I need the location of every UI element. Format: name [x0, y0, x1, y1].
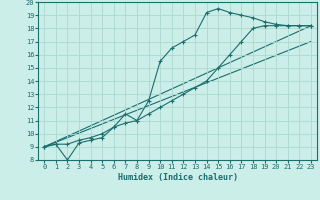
X-axis label: Humidex (Indice chaleur): Humidex (Indice chaleur) [118, 173, 238, 182]
